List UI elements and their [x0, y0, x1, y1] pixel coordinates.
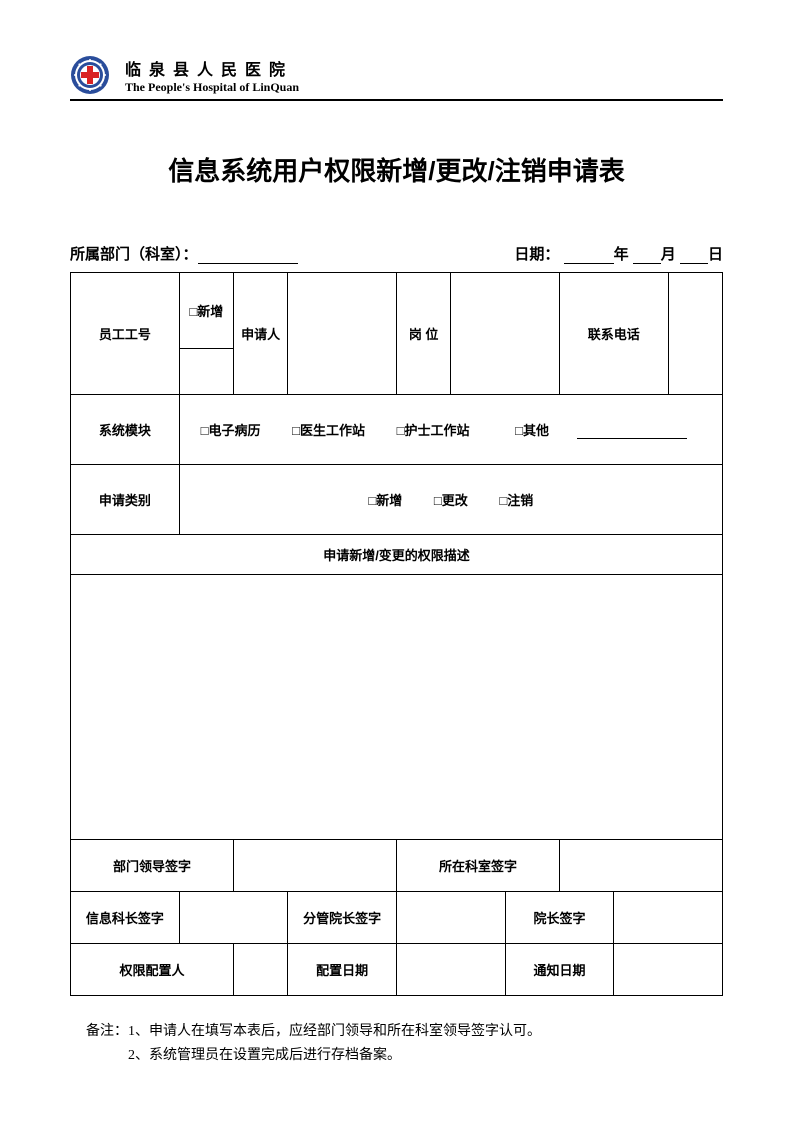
dept-office-sig-value[interactable]: [559, 840, 722, 892]
page-header: 临泉县人民医院 The People's Hospital of LinQuan: [70, 55, 723, 101]
module-options[interactable]: □电子病历 □医生工作站 □护士工作站 □其他: [179, 395, 722, 465]
day-input-line[interactable]: [680, 246, 708, 264]
module-opt-doctor[interactable]: □医生工作站: [292, 423, 365, 438]
config-date-value[interactable]: [396, 944, 505, 996]
date-label: 日期：: [514, 246, 559, 263]
emp-id-label: 员工工号: [71, 273, 180, 395]
dept-office-sig-label: 所在科室签字: [396, 840, 559, 892]
type-opt-cancel[interactable]: □注销: [499, 493, 533, 508]
president-sig-label: 院长签字: [505, 892, 614, 944]
type-opt-new[interactable]: □新增: [368, 493, 402, 508]
year-label: 年: [614, 246, 629, 263]
phone-value[interactable]: [668, 273, 722, 395]
notify-date-label: 通知日期: [505, 944, 614, 996]
module-label: 系统模块: [71, 395, 180, 465]
dept-input-line[interactable]: [198, 246, 298, 264]
emp-id-value[interactable]: [179, 349, 233, 395]
desc-header: 申请新增/变更的权限描述: [71, 535, 723, 575]
hospital-logo-icon: [70, 55, 110, 95]
new-flag-label[interactable]: □新增: [179, 273, 233, 349]
type-options[interactable]: □新增 □更改 □注销: [179, 465, 722, 535]
dept-field: 所属部门（科室）：: [70, 243, 298, 264]
dept-label: 所属部门（科室）：: [70, 246, 198, 263]
type-label: 申请类别: [71, 465, 180, 535]
applicant-value[interactable]: [288, 273, 397, 395]
dept-leader-sig-value[interactable]: [233, 840, 396, 892]
desc-body[interactable]: [71, 575, 723, 840]
application-form-table: 员工工号 □新增 申请人 岗 位 联系电话 系统模块 □电子病历 □医生工作站 …: [70, 272, 723, 996]
applicant-label: 申请人: [233, 273, 287, 395]
info-chief-sig-value[interactable]: [179, 892, 288, 944]
notes-section: 备注：1、申请人在填写本表后，应经部门领导和所在科室领导签字认可。 备注：2、系…: [70, 1020, 723, 1068]
configurer-value[interactable]: [233, 944, 287, 996]
notes-prefix: 备注：: [86, 1024, 128, 1039]
position-label: 岗 位: [396, 273, 450, 395]
dept-leader-sig-label: 部门领导签字: [71, 840, 234, 892]
president-sig-value[interactable]: [614, 892, 723, 944]
position-value[interactable]: [451, 273, 560, 395]
module-opt-other-wrap[interactable]: □其他: [501, 423, 701, 438]
meta-row: 所属部门（科室）： 日期： 年 月 日: [70, 243, 723, 264]
type-opt-change[interactable]: □更改: [434, 493, 468, 508]
vp-sig-label: 分管院长签字: [288, 892, 397, 944]
notes-line2: 2、系统管理员在设置完成后进行存档备案。: [128, 1048, 401, 1063]
module-opt-nurse[interactable]: □护士工作站: [397, 423, 470, 438]
notify-date-value[interactable]: [614, 944, 723, 996]
config-date-label: 配置日期: [288, 944, 397, 996]
configurer-label: 权限配置人: [71, 944, 234, 996]
day-label: 日: [708, 246, 723, 263]
date-field: 日期： 年 月 日: [514, 243, 723, 264]
module-other-line[interactable]: [577, 421, 687, 439]
month-label: 月: [661, 246, 676, 263]
module-opt-emr[interactable]: □电子病历: [201, 423, 261, 438]
info-chief-sig-label: 信息科长签字: [71, 892, 180, 944]
vp-sig-value[interactable]: [396, 892, 505, 944]
notes-line1: 1、申请人在填写本表后，应经部门领导和所在科室领导签字认可。: [128, 1024, 541, 1039]
module-opt-other: □其他: [515, 423, 549, 438]
month-input-line[interactable]: [633, 246, 661, 264]
form-title: 信息系统用户权限新增/更改/注销申请表: [70, 151, 723, 188]
phone-label: 联系电话: [559, 273, 668, 395]
hospital-name-en: The People's Hospital of LinQuan: [125, 80, 299, 95]
year-input-line[interactable]: [564, 246, 614, 264]
hospital-name-cn: 临泉县人民医院: [125, 56, 299, 80]
